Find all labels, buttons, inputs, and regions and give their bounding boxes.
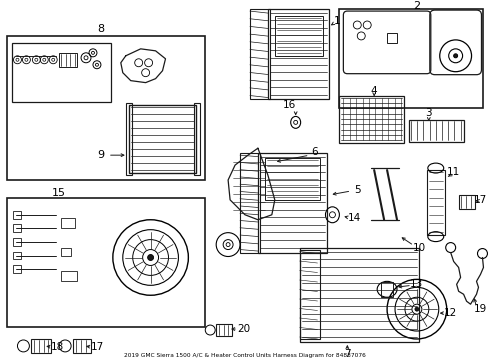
Bar (14, 252, 22, 260)
Text: 11: 11 (447, 167, 460, 177)
Text: 16: 16 (283, 100, 296, 111)
Text: 18: 18 (50, 342, 64, 352)
Bar (265, 158, 319, 200)
Text: 9: 9 (98, 150, 104, 160)
Bar (195, 103, 200, 175)
Text: 10: 10 (412, 243, 425, 253)
Text: 4: 4 (371, 86, 377, 95)
Bar (340, 95, 404, 143)
Text: 3: 3 (425, 108, 432, 118)
Bar (6, 198, 205, 327)
Ellipse shape (147, 255, 153, 261)
Bar (11, 43, 111, 103)
Bar (240, 153, 260, 252)
Text: 7: 7 (344, 349, 351, 359)
Bar (216, 324, 232, 336)
Bar (61, 218, 75, 228)
Text: 5: 5 (354, 185, 361, 195)
Bar (268, 9, 329, 99)
Text: 14: 14 (348, 213, 361, 223)
Bar (14, 238, 22, 246)
Bar (6, 36, 205, 180)
Bar (126, 103, 132, 175)
Bar (14, 211, 22, 219)
Text: 2: 2 (414, 1, 420, 11)
Text: 12: 12 (444, 308, 457, 318)
Text: 17: 17 (474, 195, 487, 205)
Bar (73, 339, 91, 353)
Bar (340, 9, 484, 108)
Bar (275, 16, 322, 56)
Bar (59, 53, 77, 67)
Bar (409, 120, 464, 142)
Bar (250, 9, 270, 99)
Text: 1: 1 (334, 16, 341, 26)
Ellipse shape (454, 54, 458, 58)
Text: 15: 15 (52, 188, 66, 198)
Bar (258, 153, 327, 252)
Bar (61, 248, 71, 256)
Bar (459, 195, 474, 209)
Text: 20: 20 (238, 324, 250, 334)
Bar (300, 248, 419, 342)
Bar (14, 265, 22, 273)
Bar (14, 224, 22, 232)
Bar (31, 339, 51, 353)
Text: 8: 8 (98, 24, 104, 34)
Bar (129, 105, 196, 173)
Bar (381, 282, 393, 297)
Text: 17: 17 (90, 342, 103, 352)
Text: 19: 19 (474, 304, 487, 314)
Text: 6: 6 (311, 147, 318, 157)
Text: 13: 13 (410, 279, 423, 289)
Bar (427, 170, 445, 235)
Bar (300, 249, 319, 339)
Bar (61, 271, 77, 282)
Bar (387, 33, 397, 43)
Text: 2019 GMC Sierra 1500 A/C & Heater Control Units Harness Diagram for 84837076: 2019 GMC Sierra 1500 A/C & Heater Contro… (124, 354, 366, 358)
Ellipse shape (415, 307, 419, 311)
